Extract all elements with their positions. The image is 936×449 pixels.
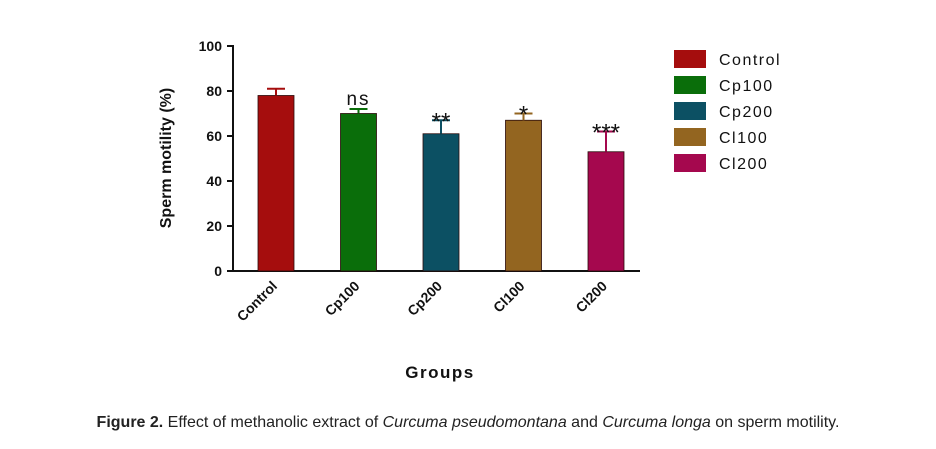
x-tick-label: Cl200	[572, 278, 610, 316]
y-tick-label: 20	[206, 218, 222, 234]
x-tick-label: Control	[234, 278, 281, 325]
significance-label: *	[519, 102, 528, 129]
bar-control	[257, 95, 295, 272]
significance-label: ns	[346, 89, 370, 110]
bar-cl100	[505, 119, 542, 272]
caption-text-before: Effect of methanolic extract of	[163, 414, 383, 431]
x-tick-label: Cp200	[404, 278, 445, 319]
bar-cp100	[340, 113, 377, 272]
y-axis-label: Sperm motility (%)	[158, 88, 175, 228]
x-tick-label: Cp100	[322, 278, 363, 319]
y-tick-label: 100	[199, 38, 223, 54]
legend-label: Cp200	[719, 104, 774, 121]
significance-label: ***	[592, 120, 620, 147]
caption-species-1: Curcuma pseudomontana	[382, 414, 567, 431]
caption-label: Figure 2.	[96, 414, 164, 431]
bar-cl200	[587, 151, 625, 272]
legend-swatch	[674, 102, 706, 120]
bars: ns** ****	[257, 87, 625, 272]
legend-swatch	[674, 128, 706, 146]
y-tick-label: 60	[206, 128, 222, 144]
caption-text-after: on sperm motility.	[710, 414, 840, 431]
legend-swatch	[674, 50, 706, 68]
legend-label: Control	[719, 52, 781, 69]
legend-label: Cl200	[719, 156, 768, 173]
x-tick-label: Cl100	[490, 278, 528, 316]
y-tick-label: 40	[206, 173, 222, 189]
legend: Control Cp100 Cp200 Cl100 Cl200	[674, 50, 781, 173]
legend-label: Cl100	[719, 130, 768, 147]
y-tick-label: 80	[206, 83, 222, 99]
legend-swatch	[674, 154, 706, 172]
legend-swatch	[674, 76, 706, 94]
caption-text-middle: and	[566, 414, 603, 431]
bar-cp200	[422, 133, 460, 272]
caption-species-2: Curcuma longa	[602, 414, 711, 431]
significance-label: **	[432, 108, 451, 135]
x-axis-label: Groups	[405, 363, 474, 382]
y-tick-label: 0	[214, 263, 222, 279]
figure-caption: Figure 2. Effect of methanolic extract o…	[0, 414, 936, 432]
legend-label: Cp100	[719, 78, 774, 95]
